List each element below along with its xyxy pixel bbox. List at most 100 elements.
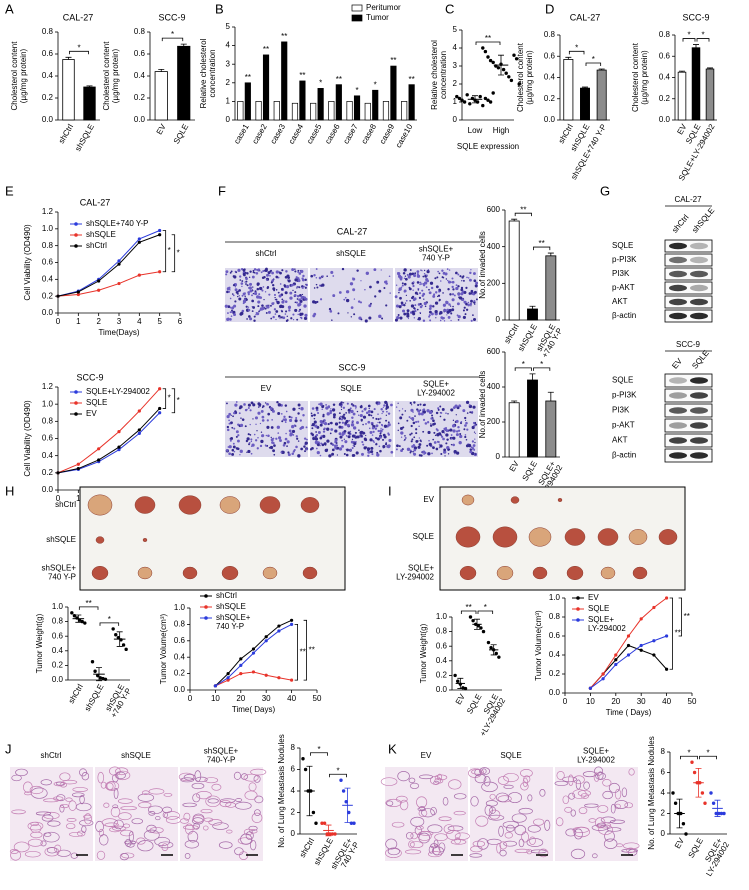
- stained-cell: [257, 402, 261, 406]
- y-tick-label: 0.6: [42, 258, 54, 267]
- stained-cell: [382, 406, 384, 408]
- stained-cell: [297, 271, 300, 274]
- stained-cell: [256, 430, 258, 432]
- x-tick-label: 2: [96, 317, 101, 326]
- stained-cell: [261, 406, 264, 409]
- bar: [401, 101, 408, 121]
- stained-cell: [330, 270, 334, 274]
- point: [97, 288, 101, 292]
- x-tick-label: case8: [360, 122, 379, 145]
- lane-label: shSQLE: [690, 206, 716, 235]
- stained-cell: [276, 425, 280, 429]
- stained-cell: [420, 454, 423, 457]
- point: [80, 619, 84, 624]
- stained-cell: [412, 450, 414, 453]
- stained-cell: [367, 404, 371, 408]
- stained-cell: [266, 305, 270, 309]
- stained-cell: [458, 296, 461, 299]
- stained-cell: [408, 272, 413, 276]
- image-label: shCtrl: [41, 751, 62, 760]
- stained-cell: [269, 304, 272, 307]
- stained-cell: [382, 410, 385, 413]
- tissue: [192, 793, 201, 803]
- significance: *: [108, 615, 111, 624]
- stained-cell: [471, 440, 475, 443]
- stained-cell: [455, 284, 458, 287]
- stained-cell: [374, 427, 378, 430]
- stained-cell: [311, 407, 315, 410]
- stained-cell: [368, 316, 372, 320]
- tissue: [10, 849, 22, 861]
- stained-cell: [474, 441, 476, 444]
- x-axis-label: Time(Days): [98, 328, 139, 337]
- point: [455, 94, 459, 99]
- stained-cell: [418, 437, 421, 439]
- stained-cell: [323, 427, 326, 430]
- stained-cell: [409, 417, 412, 419]
- stained-cell: [381, 317, 384, 320]
- stained-cell: [312, 437, 316, 441]
- sd-bar: [457, 677, 464, 689]
- stained-cell: [401, 284, 404, 287]
- stained-cell: [449, 305, 452, 307]
- stained-cell: [333, 415, 336, 419]
- stained-cell: [356, 435, 359, 439]
- stained-cell: [419, 312, 422, 315]
- stained-cell: [239, 423, 244, 427]
- stained-cell: [467, 301, 470, 304]
- error-bar: [180, 43, 187, 47]
- point: [277, 629, 281, 633]
- y-axis-label: Relative cholesterol: [199, 38, 208, 108]
- stained-cell: [285, 285, 290, 289]
- stained-cell: [275, 298, 278, 301]
- tissue: [112, 825, 127, 831]
- tumor: [564, 528, 586, 546]
- stained-cell: [235, 447, 239, 450]
- image-label: shSQLE+: [419, 245, 454, 254]
- stained-cell: [287, 276, 291, 280]
- stained-cell: [409, 269, 412, 271]
- blot-band: [690, 312, 708, 320]
- image-label: shSQLE+: [204, 747, 239, 756]
- stained-cell: [447, 453, 450, 455]
- histology-image: [95, 767, 178, 861]
- significance: *: [177, 396, 180, 405]
- bracket: [680, 755, 698, 760]
- stained-cell: [245, 298, 248, 301]
- stained-cell: [378, 314, 382, 319]
- point: [226, 678, 230, 682]
- stained-cell: [291, 425, 295, 429]
- stained-cell: [470, 289, 474, 293]
- bracket: [533, 367, 551, 371]
- stained-cell: [361, 440, 364, 444]
- stained-cell: [341, 433, 344, 437]
- tissue: [391, 821, 405, 828]
- stained-cell: [467, 303, 470, 307]
- point: [501, 67, 506, 72]
- stained-cell: [373, 408, 376, 411]
- stained-cell: [332, 413, 336, 417]
- stained-cell: [353, 313, 356, 316]
- stained-cell: [274, 313, 277, 315]
- point: [512, 53, 516, 57]
- image-label: EV: [421, 751, 432, 760]
- bracket: [696, 38, 710, 42]
- bracket: [568, 50, 585, 55]
- legend-marker: [74, 233, 78, 237]
- stained-cell: [259, 422, 262, 425]
- stained-cell: [249, 317, 253, 321]
- stained-cell: [443, 450, 447, 454]
- stained-cell: [288, 415, 291, 418]
- stained-cell: [261, 304, 264, 307]
- stained-cell: [238, 406, 242, 410]
- blot-row-label: SQLE: [612, 376, 633, 385]
- stained-cell: [241, 309, 245, 313]
- stained-cell: [315, 406, 319, 410]
- bracket: [294, 624, 298, 681]
- stained-cell: [421, 409, 424, 411]
- stained-cell: [351, 416, 354, 419]
- point: [251, 670, 256, 674]
- tissue: [96, 850, 106, 860]
- stained-cell: [470, 299, 473, 303]
- tissue: [147, 805, 163, 815]
